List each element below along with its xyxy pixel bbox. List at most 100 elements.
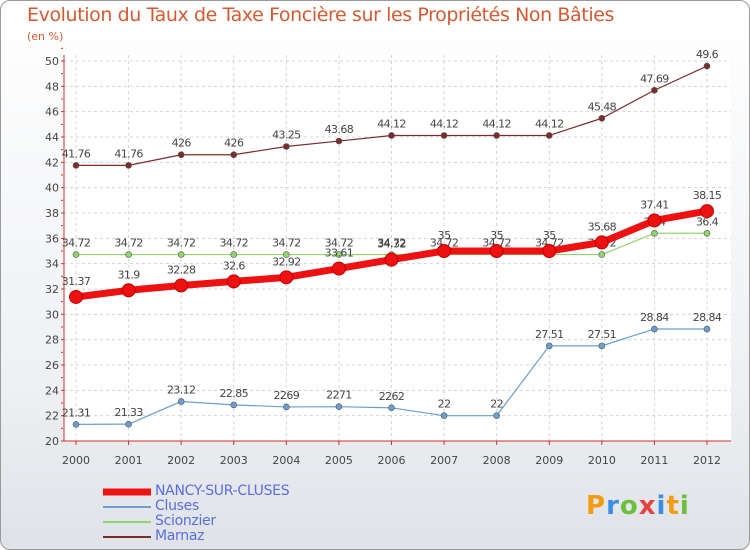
data-point-scionzier [598, 251, 606, 258]
data-point-nancy-sur-cluses [384, 252, 399, 267]
data-label-nancy-sur-cluses: 38.15 [693, 189, 722, 202]
data-point-scionzier [72, 251, 80, 258]
data-label-nancy-sur-cluses: 37.41 [640, 198, 669, 211]
data-label-marnaz: 49.6 [696, 48, 719, 61]
x-tick-label: 2009 [535, 454, 563, 467]
data-label-cluses: 21.31 [62, 406, 91, 419]
data-label-scionzier: 34.72 [62, 237, 91, 250]
data-label-scionzier: 34.72 [272, 237, 301, 250]
logo-letter: r [606, 491, 620, 521]
data-label-cluses: 22.85 [220, 387, 249, 400]
data-point-scionzier [703, 229, 711, 237]
data-point-nancy-sur-cluses [279, 270, 294, 285]
x-tick-label: 2001 [115, 454, 143, 467]
data-label-scionzier: 36.4 [696, 215, 719, 228]
data-point-nancy-sur-cluses [594, 235, 609, 250]
y-tick-label: 38 [45, 207, 59, 220]
data-label-nancy-sur-cluses: 35.68 [588, 220, 617, 233]
data-point-marnaz [283, 143, 290, 150]
data-point-marnaz [125, 162, 132, 169]
data-point-nancy-sur-cluses [489, 244, 504, 258]
data-label-cluses: 27.51 [588, 328, 617, 341]
y-tick-label: 32 [45, 283, 59, 296]
data-point-nancy-sur-cluses [437, 244, 452, 258]
data-point-cluses [703, 325, 711, 333]
legend-swatch-marnaz [103, 536, 151, 538]
x-tick-label: 2008 [483, 454, 511, 467]
legend-label-cluses: Cluses [155, 498, 199, 514]
data-label-marnaz: 44.12 [535, 117, 564, 130]
data-point-marnaz [545, 132, 553, 139]
data-label-marnaz: 41.76 [114, 147, 143, 160]
y-tick-label: 40 [45, 182, 59, 195]
y-tick-label: 36 [45, 232, 59, 245]
y-tick-label: 44 [45, 131, 59, 144]
data-label-scionzier: 34.72 [377, 237, 406, 250]
x-tick-label: 2000 [62, 454, 90, 467]
data-label-cluses: 22 [438, 398, 451, 411]
data-label-scionzier: 34.72 [482, 237, 511, 250]
data-label-cluses: 28.84 [693, 311, 722, 324]
x-tick-label: 2010 [588, 454, 616, 467]
data-point-nancy-sur-cluses [542, 244, 557, 258]
data-point-marnaz [72, 162, 80, 169]
y-tick-label: 24 [45, 384, 59, 397]
y-tick-label: 22 [45, 410, 59, 423]
x-tick-label: 2007 [430, 454, 458, 467]
y-tick-label: 28 [45, 334, 59, 347]
y-tick-label: 20 [45, 435, 59, 448]
y-tick-label: 42 [45, 156, 59, 169]
data-point-nancy-sur-cluses [647, 213, 662, 228]
data-label-nancy-sur-cluses: 35 [490, 229, 503, 242]
data-label-cluses: 28.84 [640, 311, 669, 324]
data-label-scionzier: 34.72 [325, 237, 354, 250]
data-label-nancy-sur-cluses: 33.61 [325, 247, 354, 260]
data-point-marnaz [493, 132, 500, 139]
data-point-cluses [651, 325, 658, 333]
logo-letter: t [666, 491, 680, 521]
x-tick-label: 2004 [272, 454, 300, 467]
plot-area [64, 55, 731, 441]
data-label-cluses: 21.33 [114, 406, 143, 419]
data-point-marnaz [177, 151, 185, 159]
data-label-cluses: 2271 [326, 389, 352, 402]
data-point-marnaz [651, 86, 658, 94]
data-label-nancy-sur-cluses: 35 [543, 229, 556, 242]
data-point-cluses [230, 401, 238, 409]
data-label-nancy-sur-cluses: 32.6 [223, 259, 246, 272]
y-tick-label: 26 [45, 359, 59, 372]
legend-label-nancy: NANCY-SUR-CLUSES [155, 483, 290, 499]
data-point-nancy-sur-cluses [700, 204, 714, 219]
data-point-scionzier [230, 251, 238, 258]
data-label-nancy-sur-cluses: 35 [438, 229, 451, 242]
legend-label-marnaz: Marnaz [155, 528, 205, 544]
legend-swatch-nancy [103, 488, 151, 496]
y-tick-label: 30 [45, 308, 59, 321]
data-point-scionzier [125, 251, 132, 258]
data-point-cluses [388, 404, 395, 412]
data-point-cluses [283, 403, 290, 411]
data-label-cluses: 27.51 [535, 328, 564, 341]
y-tick-label: 46 [45, 106, 59, 119]
data-point-cluses [440, 412, 448, 419]
data-label-cluses: 23.12 [167, 383, 196, 396]
data-point-marnaz [703, 62, 711, 70]
data-label-marnaz: 44.12 [482, 117, 511, 130]
data-label-marnaz: 426 [224, 137, 244, 150]
x-tick-label: 2006 [378, 454, 406, 467]
data-label-marnaz: 43.68 [325, 123, 354, 136]
data-label-cluses: 2262 [379, 390, 405, 403]
data-point-cluses [125, 420, 132, 428]
logo-letter: o [619, 491, 639, 521]
data-label-nancy-sur-cluses: 32.92 [272, 255, 301, 268]
data-point-cluses [545, 342, 553, 350]
data-label-nancy-sur-cluses: 32.28 [167, 263, 196, 276]
logo-letter: i [679, 491, 690, 521]
data-label-nancy-sur-cluses: 31.9 [118, 268, 141, 281]
x-tick-label: 2012 [693, 454, 721, 467]
data-point-marnaz [598, 114, 606, 122]
y-tick-label: 48 [45, 80, 59, 93]
data-label-nancy-sur-cluses: 31.37 [62, 275, 91, 288]
data-point-cluses [177, 398, 185, 405]
